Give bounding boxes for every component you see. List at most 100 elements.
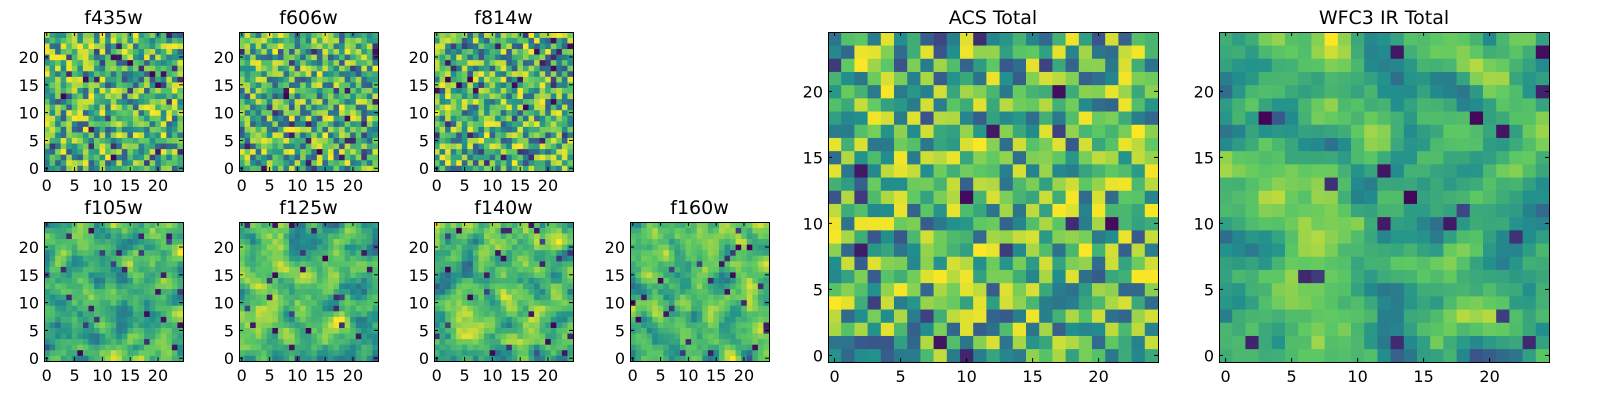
heatmap-cell: [272, 238, 279, 245]
heatmap-cell: [506, 238, 513, 245]
heatmap-cell: [450, 87, 457, 94]
heatmap-cell: [713, 272, 720, 278]
heatmap-cell: [366, 333, 373, 340]
heatmap-cell: [1052, 348, 1066, 363]
heatmap-cell: [456, 227, 463, 234]
heatmap-cell: [166, 288, 173, 295]
heatmap-cell: [361, 344, 368, 351]
heatmap-cell: [450, 249, 457, 256]
heatmap-cell: [283, 93, 290, 100]
heatmap-cell: [250, 98, 257, 105]
heatmap-cell: [1039, 243, 1053, 257]
heatmap-cell: [707, 238, 714, 245]
heatmap-cell: [255, 148, 262, 155]
heatmap-cell: [44, 294, 50, 301]
heatmap-cell: [255, 244, 262, 251]
heatmap-cell: [149, 305, 156, 312]
heatmap-cell: [946, 177, 961, 191]
heatmap-cell: [155, 349, 162, 356]
heatmap-cell: [116, 349, 123, 356]
heatmap-cell: [517, 132, 524, 138]
heatmap-cell: [144, 82, 150, 88]
heatmap-cell: [261, 87, 268, 94]
heatmap-cell: [556, 143, 563, 150]
heatmap-cell: [261, 233, 268, 240]
heatmap-cell: [255, 238, 262, 245]
heatmap-cell: [99, 70, 106, 77]
heatmap-cell: [450, 338, 457, 345]
heatmap-cell: [305, 43, 312, 50]
heatmap-cell: [177, 32, 184, 38]
heatmap-cell: [239, 143, 245, 150]
heatmap-cell: [144, 288, 150, 295]
heatmap-cell: [132, 37, 139, 44]
heatmap-cell: [561, 294, 568, 301]
heatmap-cell: [561, 154, 568, 161]
heatmap-cell: [757, 316, 764, 323]
heatmap-cell: [116, 98, 123, 105]
heatmap-cell: [556, 37, 563, 44]
heatmap-cell: [49, 48, 56, 55]
heatmap-cell: [294, 333, 301, 340]
heatmap-cell: [127, 333, 134, 340]
heatmap-cell: [1065, 335, 1080, 350]
heatmap-cell: [171, 132, 178, 138]
heatmap-cell: [105, 305, 112, 312]
heatmap-cell: [439, 143, 446, 150]
heatmap-cell: [239, 70, 245, 77]
heatmap-cell: [55, 43, 62, 50]
heatmap-cell: [132, 54, 139, 61]
heatmap-cell: [461, 310, 468, 317]
heatmap-cell: [467, 115, 474, 122]
heatmap-cell: [121, 299, 128, 306]
heatmap-cell: [339, 37, 345, 44]
heatmap-cell: [484, 37, 490, 44]
heatmap-cell: [239, 227, 245, 234]
heatmap-cell: [445, 266, 452, 273]
heatmap-cell: [366, 137, 373, 144]
heatmap-cell: [255, 327, 262, 334]
heatmap-cell: [960, 309, 974, 323]
heatmap-cell: [506, 233, 513, 240]
heatmap-cell: [160, 233, 167, 240]
heatmap-cell: [355, 249, 362, 256]
heatmap-cell: [854, 309, 868, 323]
heatmap-cell: [305, 283, 312, 290]
heatmap-cell: [155, 249, 162, 256]
heatmap-cell: [355, 154, 362, 161]
heatmap-cell: [71, 115, 78, 122]
heatmap-cell: [528, 76, 535, 83]
heatmap-cell: [506, 338, 513, 345]
heatmap-cell: [99, 148, 106, 155]
heatmap-cell: [327, 82, 334, 88]
heatmap-cell: [88, 148, 95, 155]
heatmap-cell: [489, 82, 496, 88]
heatmap-cell: [272, 227, 279, 234]
heatmap-cell: [49, 120, 56, 127]
heatmap-cell: [500, 43, 507, 50]
heatmap-cell: [657, 316, 664, 323]
heatmap-cell: [445, 104, 452, 111]
heatmap-cell: [171, 98, 178, 105]
heatmap-cell: [155, 266, 162, 273]
heatmap-cell: [528, 310, 535, 317]
heatmap-cell: [255, 37, 262, 44]
heatmap-cell: [372, 233, 379, 240]
heatmap-cell: [166, 98, 173, 105]
heatmap-cell: [44, 93, 50, 100]
heatmap-cell: [534, 233, 540, 240]
heatmap-cell: [489, 288, 496, 295]
heatmap-cell: [255, 222, 262, 228]
heatmap-cell: [668, 283, 675, 290]
heatmap-cell: [445, 316, 452, 323]
heatmap-cell: [713, 338, 720, 345]
heatmap-cell: [561, 54, 568, 61]
heatmap-cell: [500, 82, 507, 88]
heatmap-cell: [1026, 269, 1040, 284]
heatmap-cell: [1012, 190, 1027, 204]
heatmap-cell: [149, 37, 156, 44]
heatmap-cell: [127, 120, 134, 127]
heatmap-cell: [277, 338, 284, 345]
heatmap-cell: [867, 282, 882, 297]
heatmap-cell: [88, 104, 95, 111]
